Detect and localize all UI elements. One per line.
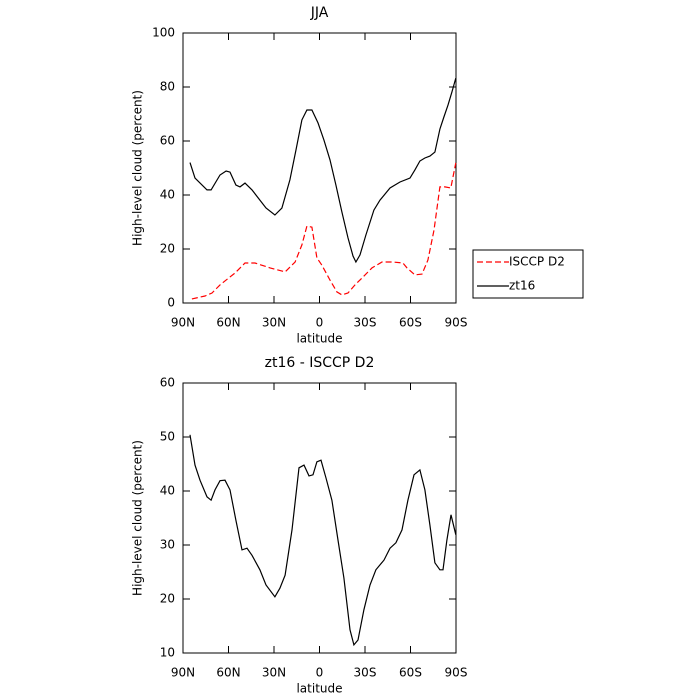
x-tick-label: 90S <box>445 316 468 330</box>
x-tick-label: 30N <box>262 316 286 330</box>
data-line <box>189 434 457 647</box>
plot-frame <box>182 382 457 654</box>
x-tick-label: 90S <box>445 666 468 680</box>
x-tick-label: 30N <box>262 666 286 680</box>
y-tick-label: 80 <box>160 80 175 94</box>
chart-title: zt16 - ISCCP D2 <box>265 355 375 371</box>
x-tick-label: 30S <box>354 316 377 330</box>
y-tick-label: 100 <box>152 26 175 40</box>
data-line <box>189 77 457 264</box>
x-tick-label: 30S <box>354 666 377 680</box>
x-tick-label: 60S <box>399 316 422 330</box>
y-tick-label: 20 <box>160 592 175 606</box>
y-tick-label: 60 <box>160 376 175 390</box>
x-tick-label: 60N <box>216 316 240 330</box>
x-axis-label: latitude <box>296 332 342 346</box>
y-axis-label: High-level cloud (percent) <box>131 90 145 246</box>
legend-label: zt16 <box>509 279 535 293</box>
legend-box <box>472 249 584 299</box>
x-tick-label: 60N <box>216 666 240 680</box>
y-tick-label: 40 <box>160 484 175 498</box>
y-tick-label: 0 <box>167 296 175 310</box>
legend-label: ISCCP D2 <box>509 255 565 269</box>
x-tick-label: 60S <box>399 666 422 680</box>
x-tick-label: 0 <box>316 316 324 330</box>
y-tick-label: 60 <box>160 134 175 148</box>
y-axis-label: High-level cloud (percent) <box>131 440 145 596</box>
y-tick-label: 30 <box>160 538 175 552</box>
x-axis-label: latitude <box>296 682 342 696</box>
chart-title: JJA <box>310 5 329 21</box>
x-tick-label: 90N <box>171 316 195 330</box>
y-tick-label: 10 <box>160 646 175 660</box>
y-tick-label: 40 <box>160 188 175 202</box>
x-tick-label: 0 <box>316 666 324 680</box>
data-line <box>191 162 457 300</box>
x-tick-label: 90N <box>171 666 195 680</box>
y-tick-label: 50 <box>160 430 175 444</box>
y-tick-label: 20 <box>160 242 175 256</box>
